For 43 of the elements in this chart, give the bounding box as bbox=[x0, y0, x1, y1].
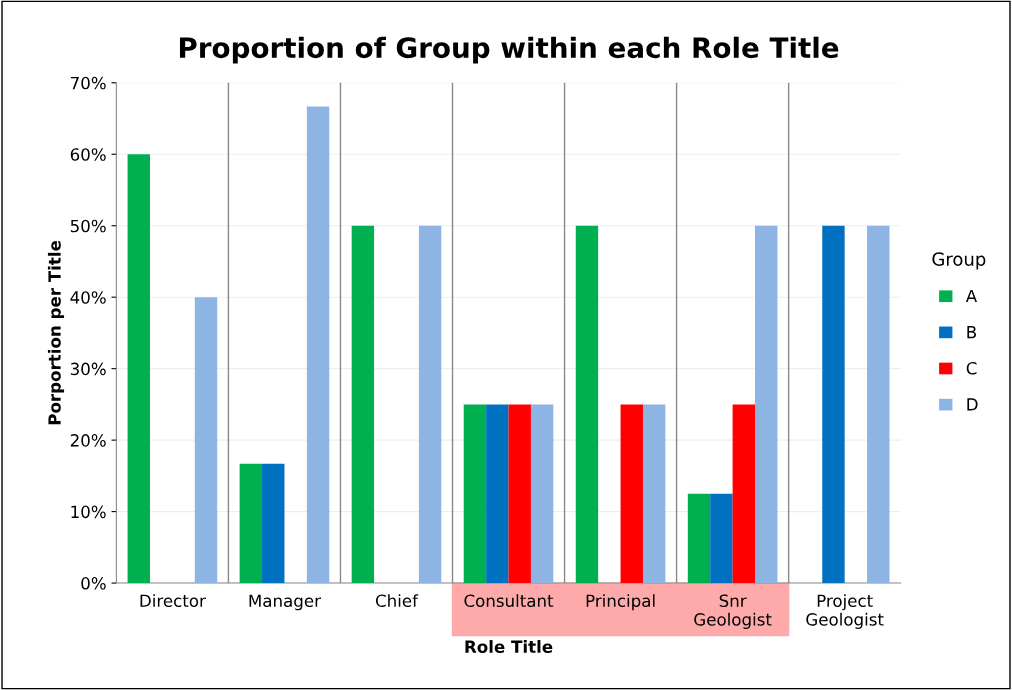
x-tick-label: Chief bbox=[375, 594, 419, 608]
y-tick-label: 60% bbox=[70, 148, 106, 161]
y-tick-label: 10% bbox=[71, 505, 106, 519]
legend-label: A bbox=[965, 289, 978, 303]
x-tick-label: Snr Geologist bbox=[694, 594, 772, 629]
legend-label: B bbox=[967, 326, 977, 339]
bar bbox=[755, 225, 778, 584]
bar bbox=[418, 225, 442, 584]
bar bbox=[306, 106, 330, 584]
x-tick-label: Consultant bbox=[464, 594, 554, 608]
y-tick-label: 30% bbox=[70, 362, 106, 376]
bar bbox=[642, 404, 666, 584]
bar bbox=[732, 404, 756, 584]
bar bbox=[575, 225, 599, 584]
y-axis-title: Porportion per Title bbox=[47, 240, 65, 425]
chart-title: Proportion of Group within each Role Title bbox=[179, 36, 839, 64]
bar bbox=[530, 404, 554, 584]
bar bbox=[486, 404, 509, 584]
x-tick-label: Director bbox=[140, 594, 206, 608]
bar bbox=[351, 225, 375, 584]
bar bbox=[822, 225, 845, 584]
x-tick-label: Manager bbox=[249, 594, 321, 611]
legend-label: D bbox=[967, 398, 978, 411]
y-tick-label: 40% bbox=[70, 291, 106, 304]
x-axis-title: Role Title bbox=[465, 640, 553, 653]
bar bbox=[508, 404, 531, 584]
bar bbox=[463, 404, 487, 584]
x-tick-label: Principal bbox=[586, 594, 655, 611]
legend-title: Group bbox=[932, 252, 986, 270]
bar bbox=[239, 463, 263, 584]
y-tick-label: 0% bbox=[81, 577, 106, 590]
y-tick-label: 20% bbox=[70, 434, 106, 447]
bar bbox=[194, 297, 218, 584]
bar bbox=[710, 493, 733, 584]
bar bbox=[262, 463, 285, 584]
bar bbox=[127, 154, 150, 584]
y-tick-label: 50% bbox=[70, 219, 106, 233]
bar bbox=[867, 225, 890, 584]
x-tick-label: Project Geologist bbox=[806, 594, 884, 629]
bar bbox=[620, 404, 643, 584]
y-tick-label: 70% bbox=[70, 76, 106, 90]
bar bbox=[687, 493, 711, 584]
legend-label: C bbox=[966, 361, 977, 375]
